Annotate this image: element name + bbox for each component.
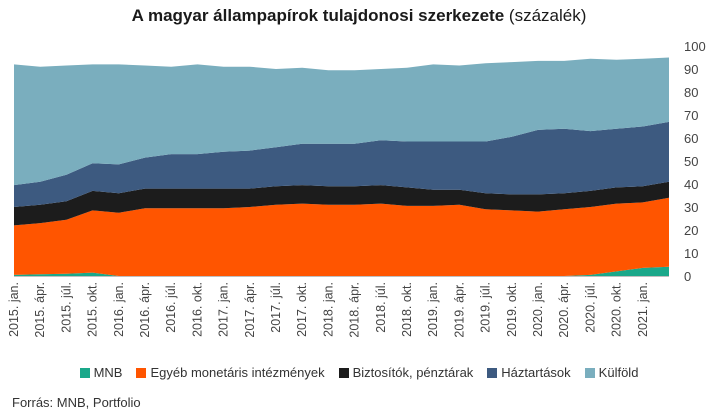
y-tick-label: 70 xyxy=(684,108,698,123)
series-area-5 xyxy=(14,57,669,186)
legend-label: Biztosítók, pénztárak xyxy=(352,365,474,380)
x-tick-label: 2016. okt. xyxy=(190,282,204,337)
legend-item: Külföld xyxy=(584,365,639,380)
x-tick-label: 2017. ápr. xyxy=(243,282,257,338)
series-area-4 xyxy=(14,121,669,207)
x-tick-label: 2016. ápr. xyxy=(138,282,152,338)
areas-layer xyxy=(14,57,669,276)
legend-swatch xyxy=(487,368,498,378)
y-tick-label: 10 xyxy=(684,246,698,261)
x-tick-label: 2017. okt. xyxy=(295,282,309,337)
legend-label: MNB xyxy=(93,365,123,380)
y-tick-label: 100 xyxy=(684,39,706,54)
y-axis: 0 10 20 30 40 50 60 70 80 90 100 xyxy=(684,39,706,284)
x-tick-label: 2016. júl. xyxy=(164,282,178,333)
series-area-3 xyxy=(14,181,669,226)
x-tick-label: 2020. júl. xyxy=(583,282,597,333)
legend-label: Egyéb monetáris intézmények xyxy=(150,365,325,380)
x-tick-label: 2017. jan. xyxy=(217,282,231,337)
chart-subtitle: (százalék) xyxy=(508,6,587,25)
x-tick-label: 2019. okt. xyxy=(505,282,519,337)
y-tick-label: 40 xyxy=(684,177,698,192)
y-tick-label: 20 xyxy=(684,223,698,238)
x-tick-label: 2018. okt. xyxy=(400,282,414,337)
x-tick-label: 2015. ápr. xyxy=(33,282,47,338)
legend-label: Háztartások xyxy=(501,365,571,380)
series-area-2 xyxy=(14,197,669,276)
legend-item: Biztosítók, pénztárak xyxy=(338,365,474,380)
x-tick-label: 2015. jan. xyxy=(7,282,21,337)
source-note: Forrás: MNB, Portfolio xyxy=(12,395,141,410)
y-tick-label: 80 xyxy=(684,85,698,100)
x-tick-label: 2018. ápr. xyxy=(348,282,362,338)
x-tick-label: 2018. júl. xyxy=(374,282,388,333)
y-tick-label: 60 xyxy=(684,131,698,146)
y-tick-label: 50 xyxy=(684,154,698,169)
x-tick-label: 2019. jan. xyxy=(426,282,440,337)
x-tick-label: 2020. jan. xyxy=(531,282,545,337)
series-area-1 xyxy=(14,266,669,276)
legend-item: Háztartások xyxy=(487,365,571,380)
y-tick-label: 90 xyxy=(684,62,698,77)
x-tick-label: 2018. jan. xyxy=(321,282,335,337)
legend-swatch xyxy=(79,368,90,378)
chart-title-main: A magyar állampapírok tulajdonosi szerke… xyxy=(131,6,505,25)
x-tick-label: 2020. okt. xyxy=(610,282,624,337)
x-tick-label: 2020. ápr. xyxy=(557,282,571,338)
y-tick-label: 30 xyxy=(684,200,698,215)
legend-item: MNB xyxy=(79,365,123,380)
x-tick-label: 2015. júl. xyxy=(59,282,73,333)
chart-title: A magyar állampapírok tulajdonosi szerke… xyxy=(0,6,718,26)
legend-swatch xyxy=(338,368,349,378)
legend: MNB Egyéb monetáris intézmények Biztosítók… xyxy=(0,365,718,380)
x-tick-label: 2015. okt. xyxy=(86,282,100,337)
x-axis: 2015. jan. 2015. ápr. 2015. júl. 2015. okt.… xyxy=(7,282,650,338)
x-tick-label: 2016. jan. xyxy=(112,282,126,337)
legend-swatch xyxy=(584,368,595,378)
x-tick-label: 2017. júl. xyxy=(269,282,283,333)
legend-label: Külföld xyxy=(598,365,639,380)
x-tick-label: 2019. júl. xyxy=(479,282,493,333)
x-tick-label: 2019. ápr. xyxy=(452,282,466,338)
x-tick-label: 2021. jan. xyxy=(636,282,650,337)
legend-swatch xyxy=(136,368,147,378)
legend-item: Egyéb monetáris intézmények xyxy=(136,365,325,380)
y-tick-label: 0 xyxy=(684,269,691,284)
